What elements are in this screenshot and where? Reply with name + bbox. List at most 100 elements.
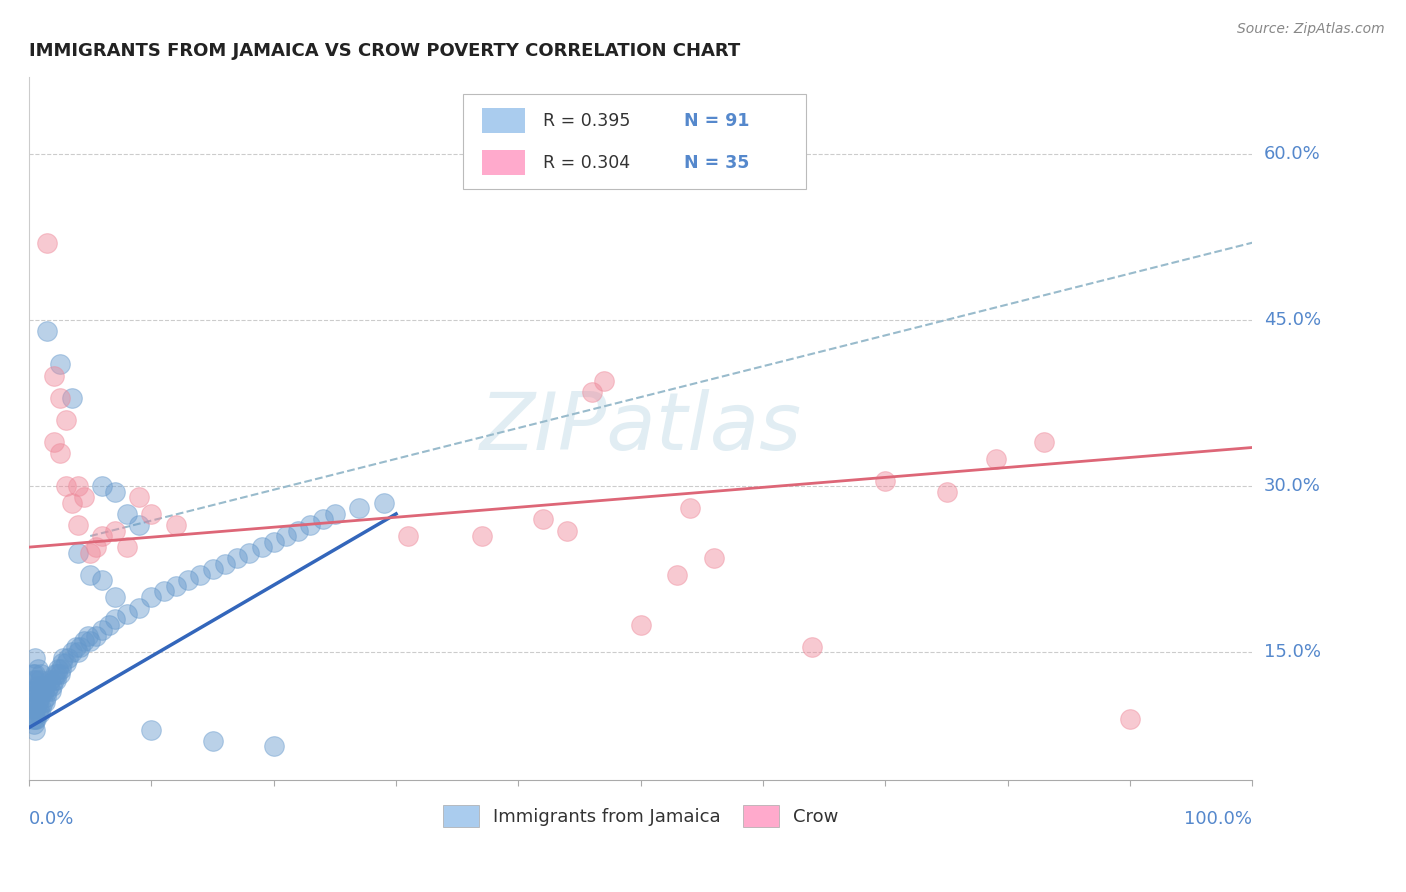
Point (25, 673, 48, 687)
Text: ZIPatlas: ZIPatlas (479, 389, 801, 467)
Point (128, 518, 150, 533)
Point (24, 700, 46, 714)
Point (22, 706, 45, 721)
Point (593, 374, 616, 388)
Point (55, 657, 77, 671)
Point (28, 706, 51, 721)
Point (31, 695, 53, 709)
Point (226, 551, 249, 566)
Point (86, 629, 108, 643)
Point (48, 391, 70, 405)
Text: 60.0%: 60.0% (1264, 145, 1320, 163)
Point (27, 695, 49, 709)
Point (28, 700, 51, 714)
Point (201, 562, 224, 576)
Point (263, 534, 285, 549)
Point (373, 496, 395, 510)
Point (323, 507, 346, 521)
Point (49, 662, 72, 676)
Text: IMMIGRANTS FROM JAMAICA VS CROW POVERTY CORRELATION CHART: IMMIGRANTS FROM JAMAICA VS CROW POVERTY … (30, 42, 741, 60)
Point (22, 695, 45, 709)
Point (65, 640, 87, 654)
Point (91, 623, 114, 637)
Point (263, 739, 285, 754)
Point (25, 690, 48, 704)
Point (679, 501, 702, 516)
Point (30, 700, 52, 714)
Point (24, 667, 46, 681)
Point (115, 540, 138, 554)
Point (60, 496, 83, 510)
Point (141, 723, 163, 737)
FancyBboxPatch shape (482, 109, 524, 133)
Point (24, 650, 46, 665)
Point (38, 679, 60, 693)
Point (141, 590, 163, 604)
Point (73, 634, 96, 648)
Point (48, 662, 70, 676)
Point (48, 358, 70, 372)
Point (128, 491, 150, 505)
Point (27, 706, 49, 721)
Point (97, 617, 120, 632)
Point (581, 385, 603, 400)
Point (38, 673, 60, 687)
Point (31, 679, 53, 693)
Point (91, 529, 114, 543)
Point (32, 684, 55, 698)
Text: N = 35: N = 35 (683, 153, 749, 171)
Point (666, 567, 689, 582)
Point (22, 684, 45, 698)
Point (44, 667, 66, 681)
Point (42, 673, 65, 687)
Text: 30.0%: 30.0% (1264, 477, 1320, 495)
Point (42, 434, 65, 449)
Point (935, 484, 957, 499)
Point (45, 673, 67, 687)
Point (299, 518, 322, 533)
Point (1119, 712, 1142, 726)
Text: N = 91: N = 91 (683, 112, 749, 129)
Point (1033, 434, 1056, 449)
Point (24, 723, 46, 737)
Point (37, 684, 59, 698)
Point (66, 518, 89, 533)
Point (21, 667, 44, 681)
Point (60, 645, 83, 659)
Point (27, 662, 49, 676)
Point (73, 491, 96, 505)
Point (91, 479, 114, 493)
Point (128, 601, 150, 615)
Point (188, 567, 211, 582)
Point (48, 446, 70, 460)
Point (984, 451, 1007, 466)
Point (79, 546, 101, 560)
Point (66, 479, 89, 493)
Point (274, 529, 297, 543)
Point (20, 700, 42, 714)
Point (37, 324, 59, 338)
Point (22, 717, 45, 731)
Point (104, 612, 127, 626)
Point (396, 529, 419, 543)
Point (703, 551, 725, 566)
Text: 15.0%: 15.0% (1264, 643, 1320, 661)
Point (55, 413, 77, 427)
Point (28, 684, 51, 698)
Point (28, 690, 51, 704)
Point (25, 700, 48, 714)
Point (55, 479, 77, 493)
Point (91, 574, 114, 588)
Point (21, 684, 44, 698)
Point (801, 640, 824, 654)
Point (66, 645, 89, 659)
Point (41, 679, 63, 693)
Point (69, 640, 91, 654)
Point (48, 667, 70, 681)
Point (531, 512, 554, 526)
Point (250, 540, 273, 554)
Point (35, 690, 58, 704)
Point (27, 679, 49, 693)
Point (24, 684, 46, 698)
Point (51, 657, 73, 671)
